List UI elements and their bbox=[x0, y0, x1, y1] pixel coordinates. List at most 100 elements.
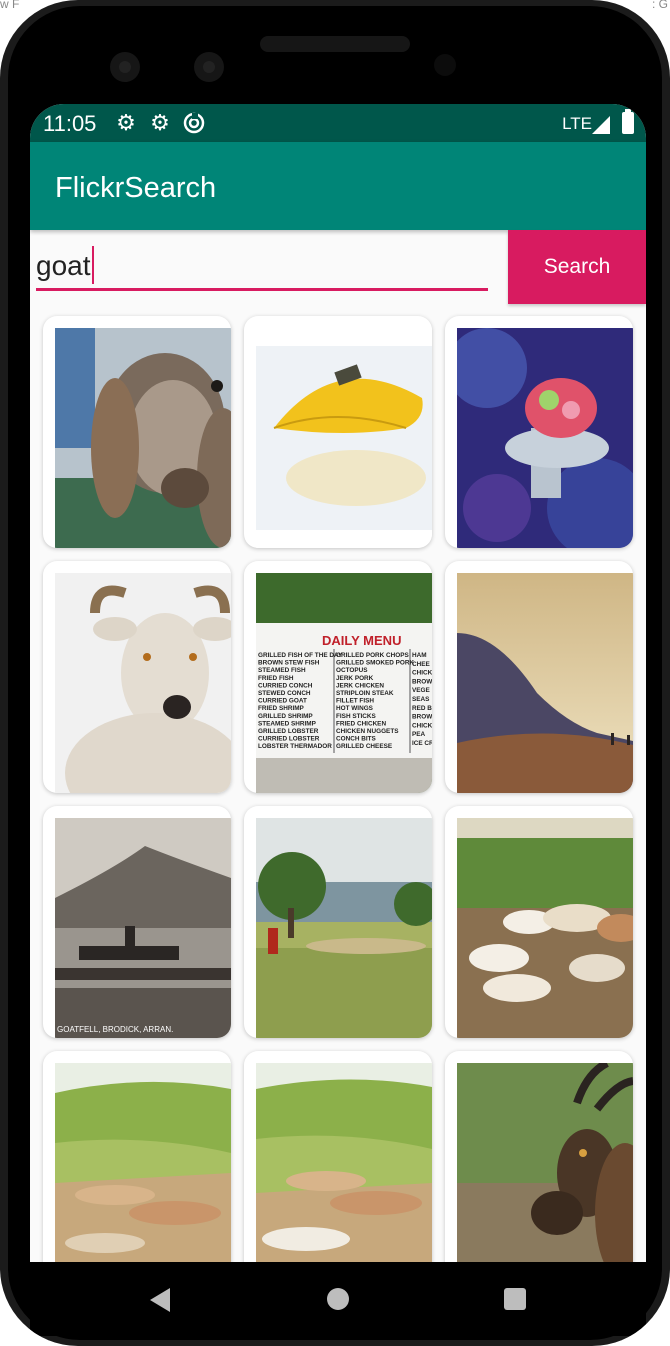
photo-thumbnail bbox=[457, 573, 633, 793]
front-camera-icon bbox=[194, 52, 224, 82]
menu-item: RED B bbox=[412, 705, 432, 712]
menu-item: CURRIED CONCH bbox=[258, 682, 313, 689]
mountain-goat-photo bbox=[55, 573, 231, 793]
network-type: LTE bbox=[562, 114, 592, 133]
photo-card[interactable]: GOATFELL, BRODICK, ARRAN. bbox=[43, 806, 231, 1038]
photo-card[interactable] bbox=[445, 806, 633, 1038]
menu-item: VEGE bbox=[412, 687, 430, 694]
menu-item: GRILLED LOBSTER bbox=[258, 728, 319, 735]
menu-item: CURRIED LOBSTER bbox=[258, 736, 320, 743]
menu-item: GRILLED SMOKED PORK bbox=[336, 660, 414, 667]
photo-thumbnail: DAILY MENU GRILLED FISH OF THE DAY BROWN … bbox=[256, 573, 432, 793]
photo-card[interactable] bbox=[445, 1051, 633, 1283]
photo-thumbnail bbox=[457, 1063, 633, 1283]
menu-item: JERK PORK bbox=[336, 675, 374, 682]
photo-card[interactable] bbox=[244, 316, 432, 548]
photo-card[interactable] bbox=[445, 316, 633, 548]
menu-item: BROWN STEW FISH bbox=[258, 660, 320, 667]
menu-item: CONCH BITS bbox=[336, 736, 377, 743]
menu-item: PEA bbox=[412, 731, 426, 738]
menu-item: GRILLED FISH OF THE DAY bbox=[258, 652, 343, 659]
goat-head-photo bbox=[457, 1063, 633, 1283]
gear-icon: ⚙ bbox=[116, 110, 136, 135]
photo-thumbnail bbox=[256, 818, 432, 1038]
menu-item: STEAMED SHRIMP bbox=[258, 720, 317, 727]
photo-thumbnail bbox=[55, 1063, 231, 1283]
menu-item: FILLET FISH bbox=[336, 698, 374, 705]
menu-item: HOT WINGS bbox=[336, 705, 374, 712]
menu-item: CHEE bbox=[412, 661, 430, 668]
photo-thumbnail bbox=[457, 328, 633, 548]
vintage-pier-photo: GOATFELL, BRODICK, ARRAN. bbox=[55, 818, 231, 1038]
menu-heading: DAILY MENU bbox=[322, 633, 401, 648]
menu-item: GRILLED CHEESE bbox=[336, 743, 393, 750]
photo-thumbnail bbox=[457, 818, 633, 1038]
menu-item: BROW bbox=[412, 678, 432, 685]
sunset-mountain-photo bbox=[457, 573, 633, 793]
photo-thumbnail bbox=[55, 573, 231, 793]
photo-card[interactable] bbox=[244, 806, 432, 1038]
navigation-bar bbox=[30, 1262, 646, 1336]
text-cursor bbox=[92, 246, 94, 284]
hillside-herd-photo bbox=[256, 1063, 432, 1283]
home-icon[interactable] bbox=[327, 1288, 349, 1310]
gear-icon: ⚙ bbox=[150, 110, 170, 135]
menu-item: STEWED CONCH bbox=[258, 690, 311, 697]
coral-photo bbox=[457, 328, 633, 548]
earpiece-speaker bbox=[260, 36, 410, 52]
photo-card[interactable] bbox=[43, 561, 231, 793]
status-time: 11:05 bbox=[43, 111, 97, 136]
sync-icon bbox=[182, 111, 206, 135]
menu-item: GRILLED SHRIMP bbox=[258, 713, 313, 720]
app-screen: 11:05 ⚙ ⚙ LTE FlickrSearch Search bbox=[30, 104, 646, 1336]
background-caption: w F : G bbox=[0, 0, 670, 14]
menu-item: JERK CHICKEN bbox=[336, 682, 384, 689]
status-bar: 11:05 ⚙ ⚙ LTE bbox=[30, 104, 646, 142]
back-icon[interactable] bbox=[150, 1288, 170, 1312]
menu-item: CHICKEN NUGGETS bbox=[336, 728, 399, 735]
menu-item: ICE CR bbox=[412, 740, 432, 747]
menu-item: SEAS bbox=[412, 696, 430, 703]
leaf-photo bbox=[256, 328, 432, 548]
grassland-herd-photo bbox=[256, 818, 432, 1038]
menu-item: CHICK bbox=[412, 670, 432, 677]
search-input[interactable] bbox=[36, 244, 488, 291]
menu-item: OCTOPUS bbox=[336, 667, 368, 674]
photo-thumbnail: GOATFELL, BRODICK, ARRAN. bbox=[55, 818, 231, 1038]
menu-item: FRIED CHICKEN bbox=[336, 720, 386, 727]
menu-item: LOBSTER THERMADOR bbox=[258, 743, 332, 750]
menu-item: FRIED SHRIMP bbox=[258, 705, 305, 712]
vintage-caption: GOATFELL, BRODICK, ARRAN. bbox=[57, 1025, 173, 1034]
app-title: FlickrSearch bbox=[55, 172, 217, 204]
photo-card[interactable] bbox=[43, 1051, 231, 1283]
background-caption-left: w F bbox=[0, 0, 20, 11]
app-bar: FlickrSearch bbox=[30, 142, 646, 230]
background-caption-right: : G bbox=[651, 0, 668, 11]
photo-thumbnail bbox=[55, 328, 231, 548]
resting-goats-photo bbox=[457, 818, 633, 1038]
menu-item: FISH STICKS bbox=[336, 713, 377, 720]
photo-card[interactable] bbox=[445, 561, 633, 793]
menu-item: STRIPLOIN STEAK bbox=[336, 690, 394, 697]
menu-item: BROW bbox=[412, 714, 432, 721]
menu-item: FRIED FISH bbox=[258, 675, 294, 682]
recents-icon[interactable] bbox=[504, 1288, 526, 1310]
goat-closeup-photo bbox=[55, 328, 231, 548]
menu-item: CURRIED GOAT bbox=[258, 698, 307, 705]
front-camera-icon bbox=[110, 52, 140, 82]
signal-icon bbox=[592, 116, 610, 134]
menu-board-photo: DAILY MENU GRILLED FISH OF THE DAYBROWN … bbox=[256, 573, 432, 793]
search-button[interactable]: Search bbox=[508, 230, 646, 304]
menu-item: HAM bbox=[412, 652, 427, 659]
hillside-herd-photo bbox=[55, 1063, 231, 1283]
photo-card[interactable]: DAILY MENU GRILLED FISH OF THE DAY BROWN … bbox=[244, 561, 432, 793]
menu-item: CHICK bbox=[412, 722, 432, 729]
photo-card[interactable] bbox=[43, 316, 231, 548]
photo-thumbnail bbox=[256, 1063, 432, 1283]
menu-item: STEAMED FISH bbox=[258, 667, 306, 674]
photo-card[interactable] bbox=[244, 1051, 432, 1283]
